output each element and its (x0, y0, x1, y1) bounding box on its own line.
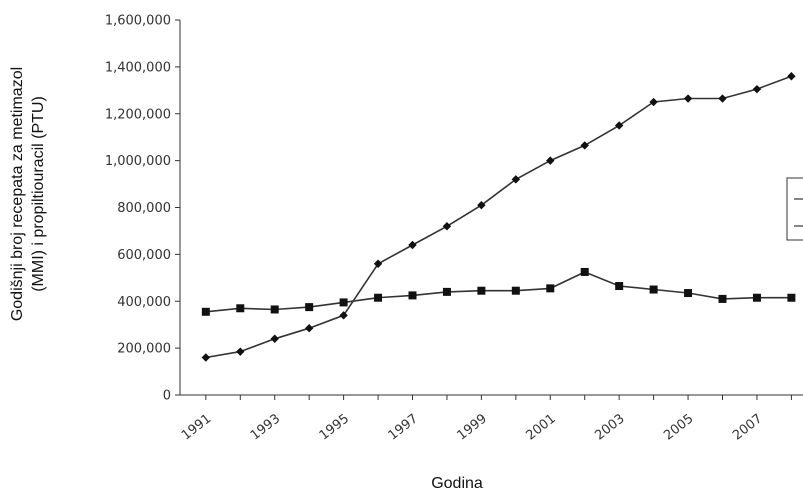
square-marker (580, 267, 589, 276)
square-marker (511, 286, 520, 295)
x-tick-label: 1991 (179, 411, 214, 443)
diamond-marker (442, 222, 452, 231)
diamond-marker (408, 240, 417, 250)
x-tick-label: 1997 (386, 411, 421, 443)
y-tick-label: 200,000 (117, 342, 171, 357)
square-marker (374, 293, 383, 302)
x-tick-label: 1993 (248, 411, 283, 443)
diamond-marker (477, 200, 486, 210)
square-marker (305, 303, 314, 312)
diamond-marker (718, 94, 727, 103)
x-tick-label: 2007 (730, 411, 765, 443)
y-axis-title-line-2: (MMI) i propiltiouracil (PTU) (30, 96, 47, 292)
series-line (205, 271, 792, 313)
x-tick-label: 2005 (661, 411, 696, 443)
square-marker (752, 293, 761, 302)
square-marker (546, 284, 555, 293)
x-tick-label: 2001 (523, 411, 558, 443)
diamond-marker (304, 324, 314, 333)
square-marker (615, 282, 624, 291)
square-marker (718, 294, 727, 303)
diamond-marker (787, 72, 796, 81)
y-tick-label: 0 (163, 389, 171, 404)
y-tick-labels: 0 200,000 400,000 600,000 800,000 1,000,000 1,… (105, 14, 180, 404)
y-tick-label: 800,000 (117, 201, 171, 216)
diamond-marker (373, 259, 383, 268)
diamond-marker (580, 141, 589, 150)
series-layer (201, 72, 796, 362)
square-marker (442, 287, 451, 296)
square-marker (649, 285, 658, 294)
y-tick-label: 600,000 (117, 248, 171, 263)
series-line (205, 75, 792, 359)
x-tick-label: 1999 (455, 411, 490, 443)
diamond-marker (752, 84, 762, 94)
y-tick-label: 1,600,000 (105, 14, 171, 29)
square-marker (684, 289, 693, 298)
legend-box (786, 177, 803, 241)
y-tick-label: 400,000 (117, 295, 171, 310)
y-axis-title: Godišnji broj recepata za metimazol (MMI… (9, 67, 47, 321)
square-marker (787, 293, 796, 302)
diamond-marker (649, 97, 658, 107)
legend (786, 177, 803, 241)
x-tick-label: 1995 (317, 411, 352, 443)
series-diamond (201, 72, 796, 362)
diamond-marker (270, 334, 279, 343)
y-tick-label: 1,400,000 (105, 60, 171, 75)
y-tick-label: 1,000,000 (105, 154, 171, 169)
series-square (201, 267, 796, 316)
square-marker (408, 291, 417, 300)
diamond-marker (236, 347, 245, 356)
square-marker (270, 305, 279, 314)
square-marker (201, 307, 210, 316)
square-marker (339, 298, 348, 307)
x-tick-label: 2003 (592, 411, 627, 443)
square-marker (477, 286, 486, 295)
diamond-marker (614, 121, 624, 130)
diamond-marker (339, 311, 348, 320)
x-tick-labels: 1991 1993 1995 1997 1999 2001 2003 2005 2007 (179, 395, 792, 444)
y-tick-label: 1,200,000 (105, 107, 171, 122)
x-axis-title: Godina (431, 475, 483, 492)
y-axis-title-line-1: Godišnji broj recepata za metimazol (9, 67, 26, 321)
diamond-marker (683, 94, 693, 103)
diamond-marker (201, 353, 211, 362)
diamond-marker (511, 175, 521, 184)
square-marker (236, 304, 245, 313)
diamond-marker (546, 156, 555, 165)
